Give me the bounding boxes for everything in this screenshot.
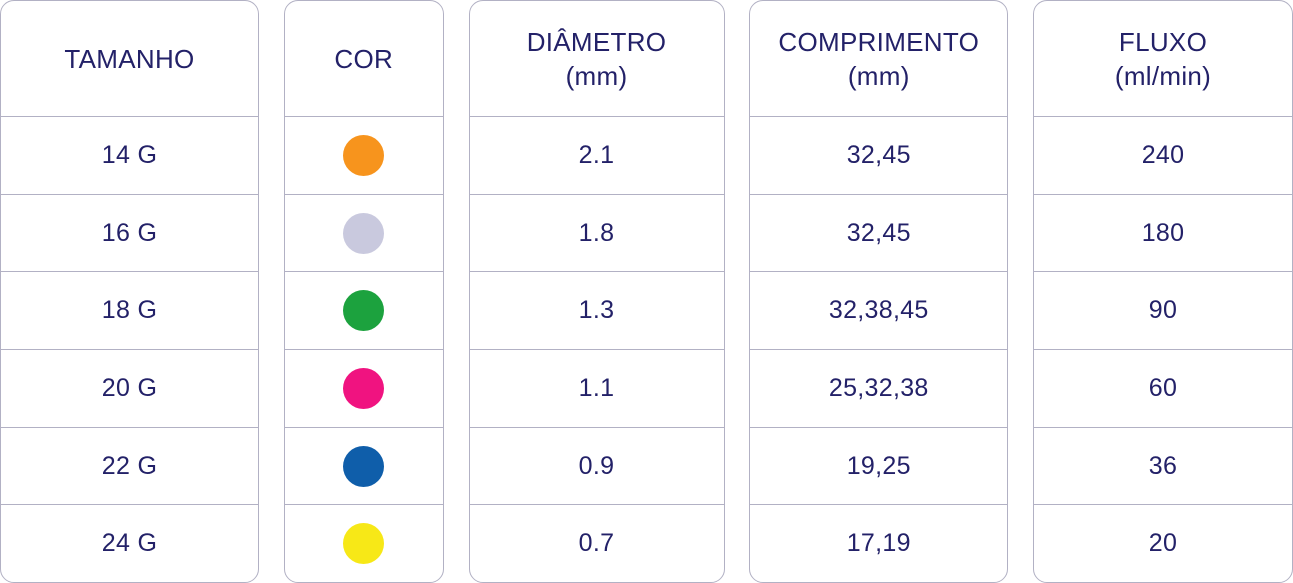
cell-value: 20 G [101,373,158,402]
cell-value: 19,25 [846,451,911,480]
table-cell-diametro: 0.9 [469,426,724,505]
column-header-label: COR [334,43,394,74]
table-cell-diametro: 1.8 [469,193,724,272]
table-cell-tamanho: 18 G [1,271,258,349]
color-dot-gray [343,212,385,254]
cell-value: 1.1 [578,373,615,402]
table-cell-comprimento: 25,32,38 [750,349,1008,427]
table-cell-diametro: 2.1 [469,116,724,194]
cell-value: 24 G [101,529,158,558]
cell-value: 14 G [101,140,158,169]
column-header-label: DIÂMETRO [526,26,667,57]
column-diametro: DIÂMETRO (mm) 2.1 1.8 1.3 1.1 0.9 0.7 [468,0,725,583]
cell-value: 0.7 [578,529,615,558]
table-cell-cor [284,504,443,582]
cell-value: 18 G [101,296,158,325]
column-cor: COR [283,0,444,583]
table-cell-comprimento: 19,25 [750,426,1008,505]
column-header-unit: (ml/min) [1114,60,1212,91]
cell-value: 240 [1141,140,1185,169]
column-header-comprimento: COMPRIMENTO (mm) [750,1,1007,116]
column-header-diametro: DIÂMETRO (mm) [470,1,724,116]
table-cell-tamanho: 16 G [1,193,258,272]
table-cell-tamanho: 22 G [1,426,258,505]
table-cell-comprimento: 32,38,45 [750,271,1008,349]
table-cell-fluxo: 180 [1034,193,1292,272]
cell-value: 32,38,45 [828,296,929,325]
column-header-tamanho: TAMANHO [1,1,258,116]
table-cell-fluxo: 20 [1034,504,1292,582]
table-cell-diametro: 1.3 [469,271,724,349]
cell-value: 36 [1148,451,1178,480]
table-cell-tamanho: 14 G [1,116,258,194]
column-fluxo: FLUXO (ml/min) 240 180 90 60 36 20 [1033,0,1293,583]
column-header-label: TAMANHO [64,43,195,74]
cell-value: 25,32,38 [828,373,929,402]
table-cell-tamanho: 24 G [1,504,258,582]
table-cell-comprimento: 32,45 [750,193,1008,272]
cell-value: 0.9 [578,451,615,480]
cell-value: 16 G [101,218,158,247]
cell-value: 1.3 [578,296,615,325]
table-cell-fluxo: 60 [1034,349,1292,427]
column-header-fluxo: FLUXO (ml/min) [1034,1,1292,116]
table-cell-cor [284,349,443,427]
table-cell-diametro: 0.7 [469,504,724,582]
table-cell-comprimento: 17,19 [750,504,1008,582]
column-tamanho: TAMANHO 14 G 16 G 18 G 20 G 22 G 24 G [0,0,259,583]
table-cell-fluxo: 90 [1034,271,1292,349]
table-cell-cor [284,193,443,272]
column-header-unit: (mm) [847,60,910,91]
column-header-cor: COR [285,1,443,116]
table-cell-cor [284,426,443,505]
table-cell-cor [284,116,443,194]
table-cell-tamanho: 20 G [1,349,258,427]
color-dot-blue [343,445,385,487]
column-header-label: COMPRIMENTO [778,26,980,57]
color-dot-pink [343,367,385,409]
cell-value: 32,45 [846,218,911,247]
color-dot-yellow [343,523,385,565]
cell-value: 1.8 [578,218,615,247]
table-cell-diametro: 1.1 [469,349,724,427]
table-cell-fluxo: 36 [1034,426,1292,505]
cell-value: 22 G [101,451,158,480]
cell-value: 180 [1141,218,1185,247]
table-cell-comprimento: 32,45 [750,116,1008,194]
cell-value: 2.1 [578,140,615,169]
column-header-label: FLUXO [1118,26,1208,57]
cell-value: 90 [1148,296,1178,325]
color-dot-green [343,290,385,332]
cell-value: 20 [1148,529,1178,558]
column-header-unit: (mm) [565,60,628,91]
table-cell-cor [284,271,443,349]
table-cell-fluxo: 240 [1034,116,1292,194]
column-comprimento: COMPRIMENTO (mm) 32,45 32,45 32,38,45 25… [749,0,1009,583]
cell-value: 17,19 [846,529,911,558]
color-dot-orange [343,134,385,176]
cell-value: 60 [1148,373,1178,402]
cell-value: 32,45 [846,140,911,169]
